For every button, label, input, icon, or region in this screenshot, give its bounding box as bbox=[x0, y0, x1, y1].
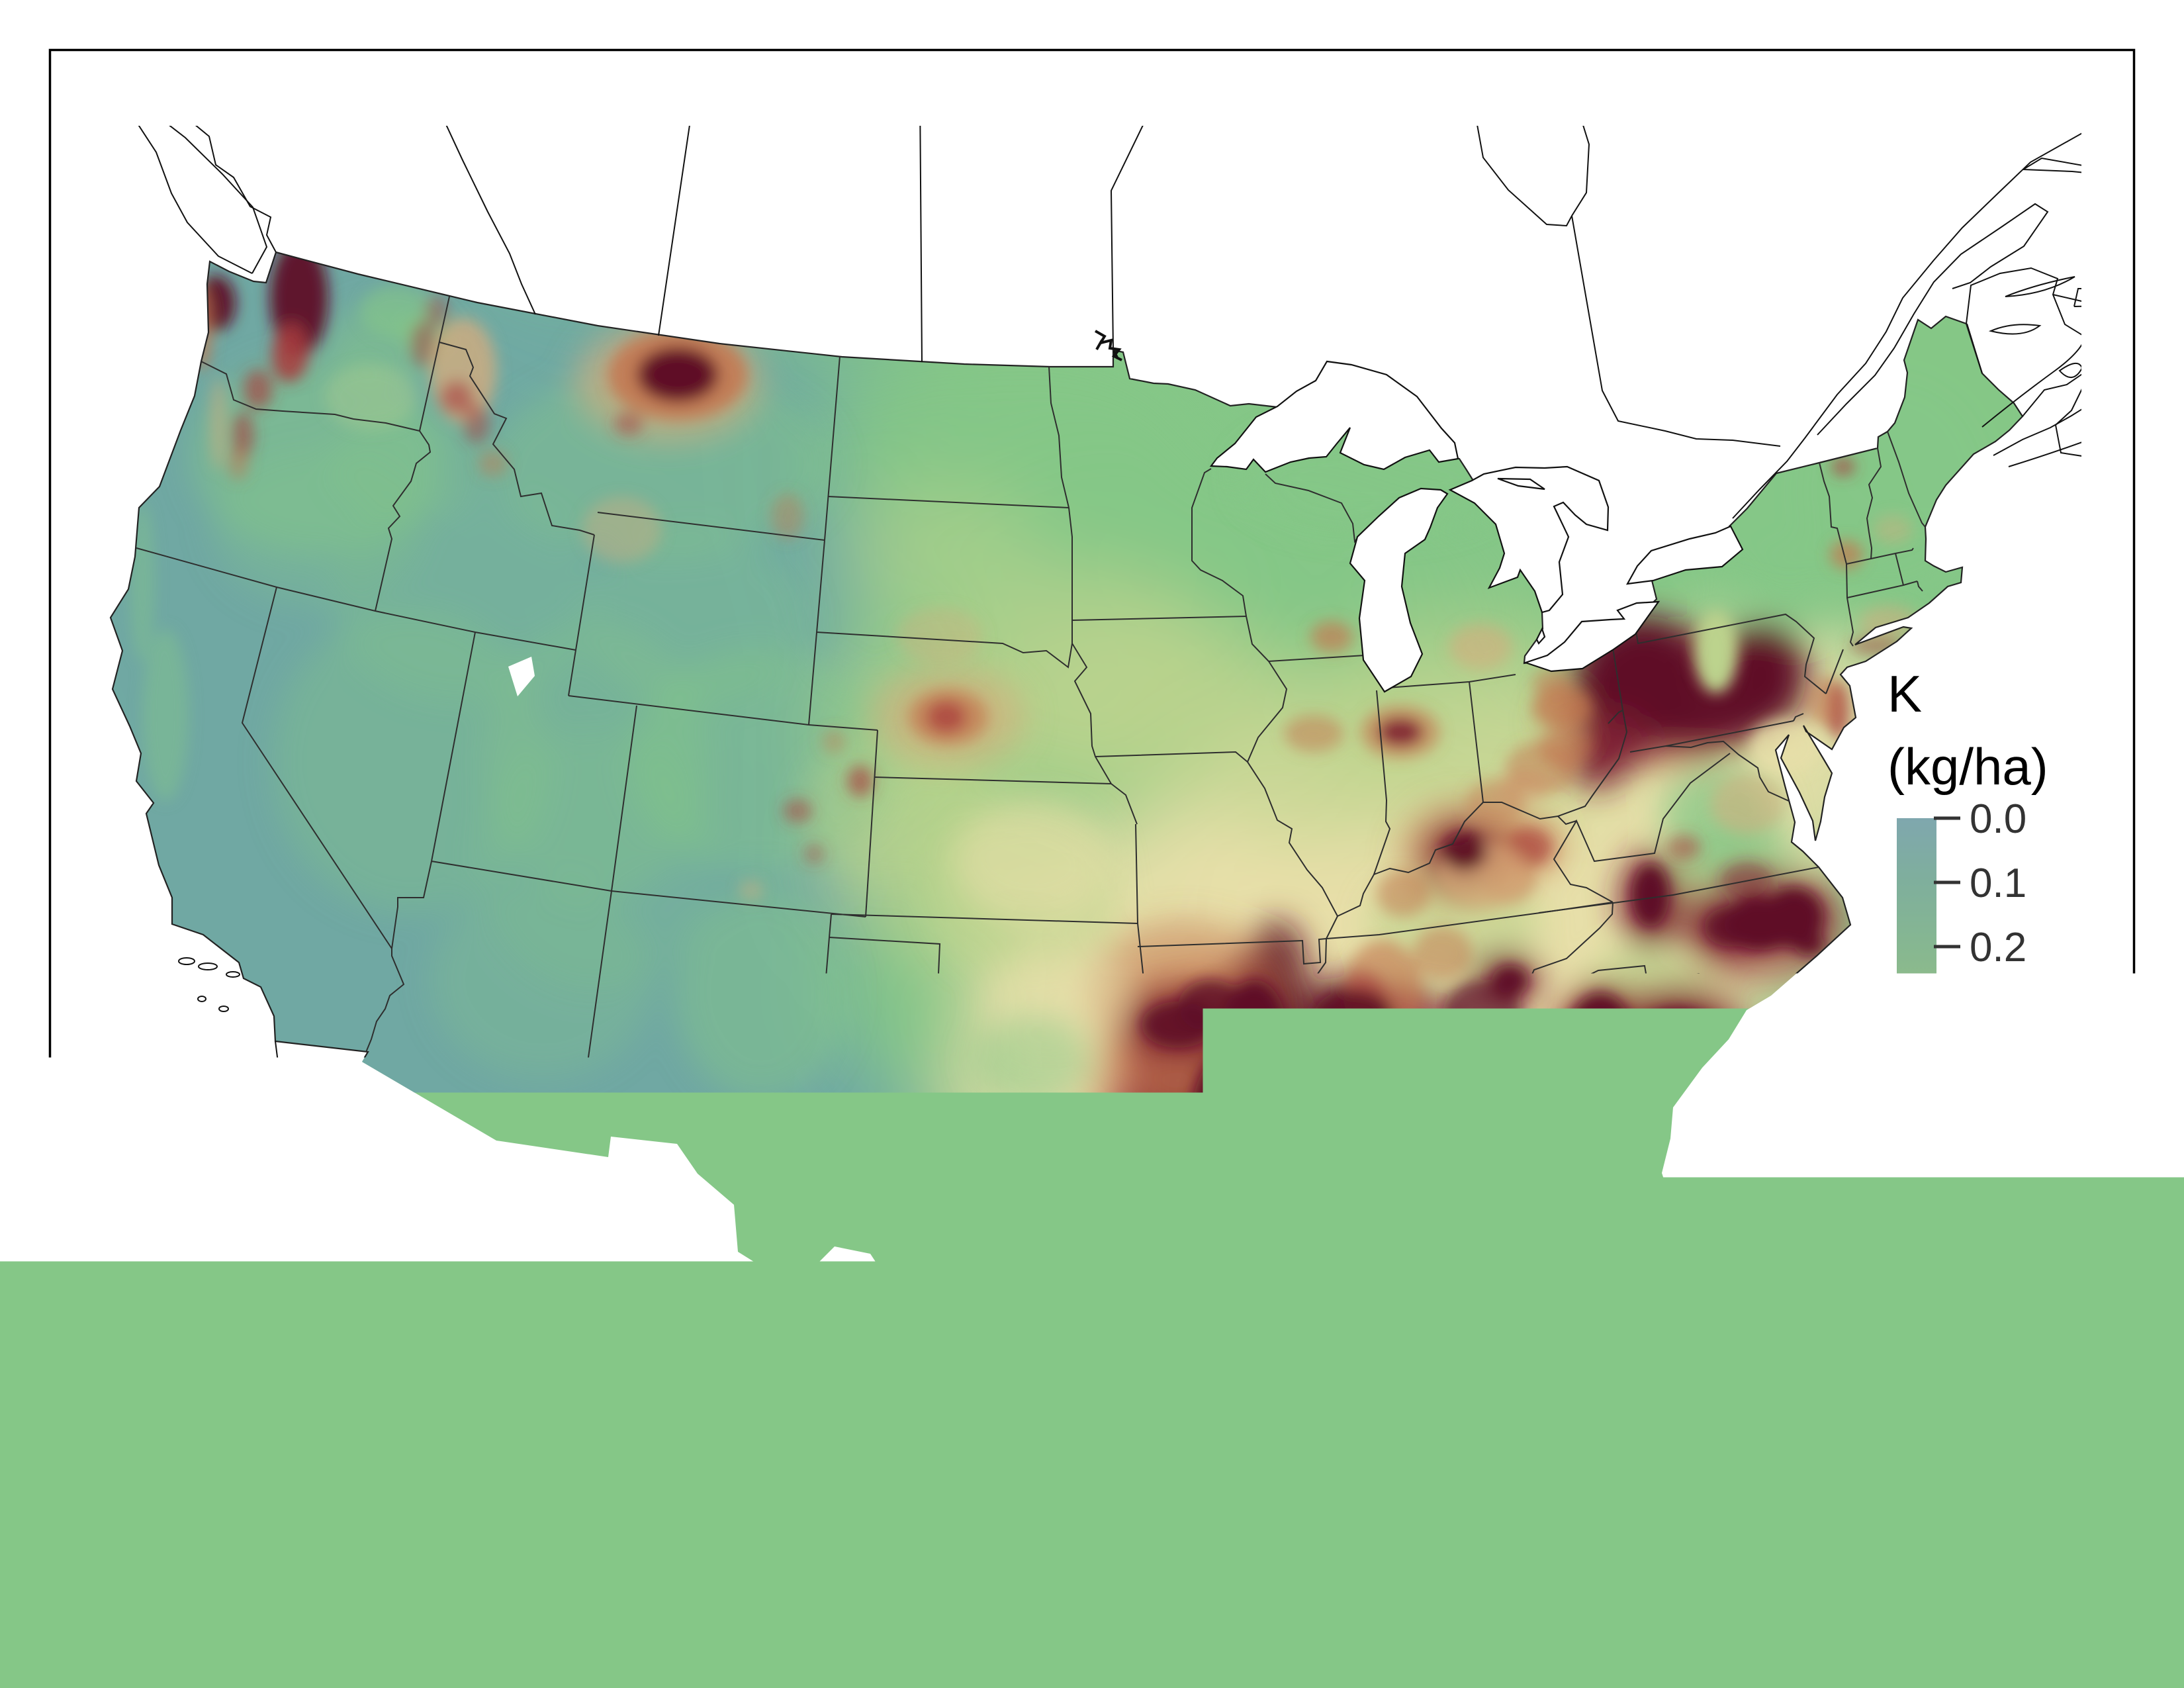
svg-text:(kg/ha): (kg/ha) bbox=[1888, 737, 2048, 796]
svg-text:>1.0: >1.0 bbox=[1970, 1438, 2050, 1484]
svg-text:0.7: 0.7 bbox=[1970, 1246, 2026, 1291]
svg-text:K: K bbox=[1888, 665, 1922, 723]
svg-text:0.6: 0.6 bbox=[1970, 1182, 2026, 1227]
svg-text:0.4: 0.4 bbox=[1970, 1053, 2026, 1099]
svg-text:USEPA 04/16/24: USEPA 04/16/24 bbox=[1749, 1587, 2080, 1642]
svg-text:0.3: 0.3 bbox=[1970, 989, 2026, 1035]
svg-text:Wet potassium deposition 2013: Wet potassium deposition 2013 bbox=[585, 1526, 1390, 1582]
svg-text:0.5: 0.5 bbox=[1970, 1117, 2026, 1163]
svg-text:Source: NADP, PRISM: Source: NADP, PRISM bbox=[102, 1587, 551, 1642]
svg-text:0.1: 0.1 bbox=[1970, 861, 2026, 906]
svg-text:0.8: 0.8 bbox=[1970, 1310, 2026, 1356]
svg-text:0.2: 0.2 bbox=[1970, 925, 2026, 970]
svg-text:0.9: 0.9 bbox=[1970, 1374, 2026, 1420]
svg-text:0.0: 0.0 bbox=[1970, 796, 2026, 842]
